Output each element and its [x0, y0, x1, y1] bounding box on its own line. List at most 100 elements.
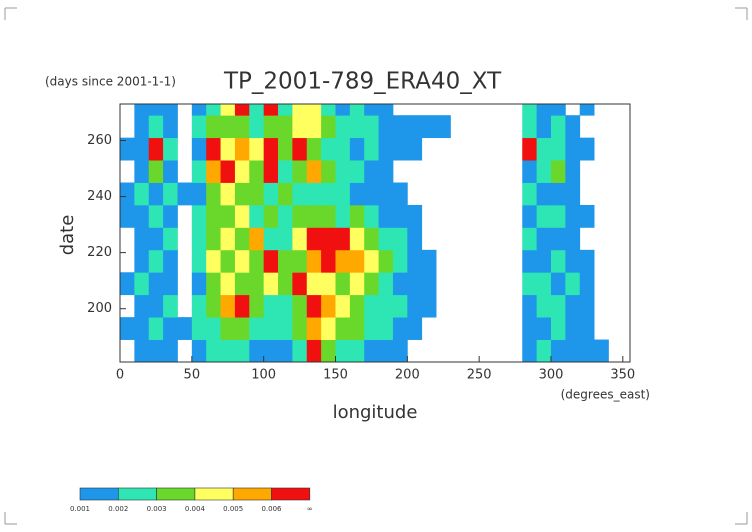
heatmap-cell	[465, 160, 480, 183]
heatmap-cell	[565, 272, 581, 296]
heatmap-cell	[536, 317, 552, 340]
heatmap-cell	[522, 227, 538, 251]
x-axis-units: (degrees_east)	[561, 388, 650, 402]
heatmap-cell	[550, 115, 566, 139]
heatmap-cell	[494, 205, 509, 228]
heatmap-cell	[163, 249, 178, 273]
heatmap-cell	[436, 317, 451, 340]
heatmap-cell	[263, 317, 279, 340]
heatmap-cell	[608, 227, 623, 250]
heatmap-cell	[508, 317, 523, 340]
heatmap-cell	[392, 272, 408, 296]
heatmap-cell	[306, 182, 322, 206]
heatmap-cell	[479, 250, 494, 273]
heatmap-cell	[177, 340, 192, 363]
heatmap-cell	[522, 115, 538, 139]
heatmap-cell	[220, 272, 236, 296]
heatmap-cell	[407, 294, 423, 318]
heatmap-cell	[234, 339, 250, 362]
heatmap-cell	[579, 204, 595, 228]
heatmap-cell	[364, 249, 379, 273]
x-tick-label: 250	[467, 368, 492, 383]
heatmap-cell	[536, 294, 552, 318]
heatmap-cell	[206, 160, 221, 183]
heatmap-cell	[536, 115, 552, 139]
heatmap-cell	[536, 339, 552, 362]
heatmap-cell	[321, 249, 336, 273]
heatmap-cell	[608, 340, 623, 363]
heatmap-cell	[349, 227, 365, 251]
heatmap-cell	[565, 182, 581, 206]
heatmap-cell	[220, 294, 236, 318]
heatmap-cell	[335, 339, 351, 362]
heatmap-cell	[608, 295, 623, 318]
heatmap-cell	[608, 183, 623, 206]
heatmap-cell	[263, 115, 279, 139]
heatmap-cell	[565, 204, 581, 228]
heatmap-cell	[536, 104, 552, 116]
heatmap-cell	[494, 183, 509, 206]
heatmap-cell	[565, 294, 581, 318]
heatmap-cell	[120, 204, 135, 228]
heatmap-cell	[321, 227, 336, 251]
heatmap-cell	[206, 182, 221, 206]
heatmap-cell	[278, 317, 293, 340]
heatmap-cell	[249, 227, 265, 251]
heatmap-cell	[594, 295, 609, 318]
heatmap-cell	[335, 115, 351, 139]
heatmap-cell	[392, 227, 408, 251]
heatmap-cell	[335, 104, 351, 116]
heatmap-cell	[278, 339, 293, 362]
heatmap-cell	[378, 227, 394, 251]
colorbar-swatch	[118, 487, 157, 501]
heatmap-cell	[191, 272, 207, 296]
heatmap-cell	[263, 339, 279, 362]
heatmap-cell	[407, 183, 422, 206]
heatmap-cell	[494, 340, 509, 363]
heatmap-cell	[191, 294, 207, 318]
heatmap-cell	[134, 182, 150, 206]
heatmap-cell	[163, 204, 178, 228]
heatmap-cell	[163, 227, 178, 251]
heatmap-cell	[407, 227, 423, 251]
heatmap-cell	[465, 115, 480, 138]
heatmap-cell	[335, 294, 351, 318]
heatmap-cell	[450, 340, 465, 363]
heatmap-cell	[120, 137, 135, 161]
x-tick-label: 350	[610, 368, 635, 383]
heatmap-cell	[580, 115, 595, 138]
heatmap-cell	[278, 227, 293, 251]
heatmap-cell	[321, 182, 336, 206]
heatmap-cell	[349, 204, 365, 228]
heatmap-cell	[306, 137, 322, 161]
heatmap-cell	[306, 204, 322, 228]
heatmap-cell	[364, 227, 379, 251]
heatmap-cell	[292, 317, 308, 340]
heatmap-cell	[392, 115, 408, 139]
x-tick-label: 150	[323, 368, 348, 383]
heatmap-cell	[163, 115, 178, 139]
heatmap-cell	[206, 204, 221, 228]
heatmap-cell	[494, 295, 509, 318]
heatmap-cell	[148, 249, 164, 273]
heatmap-cell	[421, 294, 437, 318]
heatmap-cell	[479, 183, 494, 206]
heatmap-cell	[292, 182, 308, 206]
heatmap-cell	[436, 250, 451, 273]
heatmap-cell	[479, 317, 494, 340]
heatmap-cell	[550, 317, 566, 340]
heatmap-cell	[278, 249, 293, 273]
heatmap-cell	[421, 115, 437, 139]
heatmap-cell	[263, 227, 279, 251]
heatmap-cell	[450, 317, 465, 340]
heatmap-cell	[206, 339, 221, 362]
heatmap-cell	[278, 115, 293, 139]
corner-marks	[4, 7, 748, 525]
heatmap-cell	[234, 182, 250, 206]
heatmap-cell	[148, 227, 164, 251]
heatmap-cell	[349, 317, 365, 340]
heatmap-cell	[349, 160, 365, 183]
heatmap-cell	[234, 137, 250, 161]
heatmap-cell	[465, 317, 480, 340]
